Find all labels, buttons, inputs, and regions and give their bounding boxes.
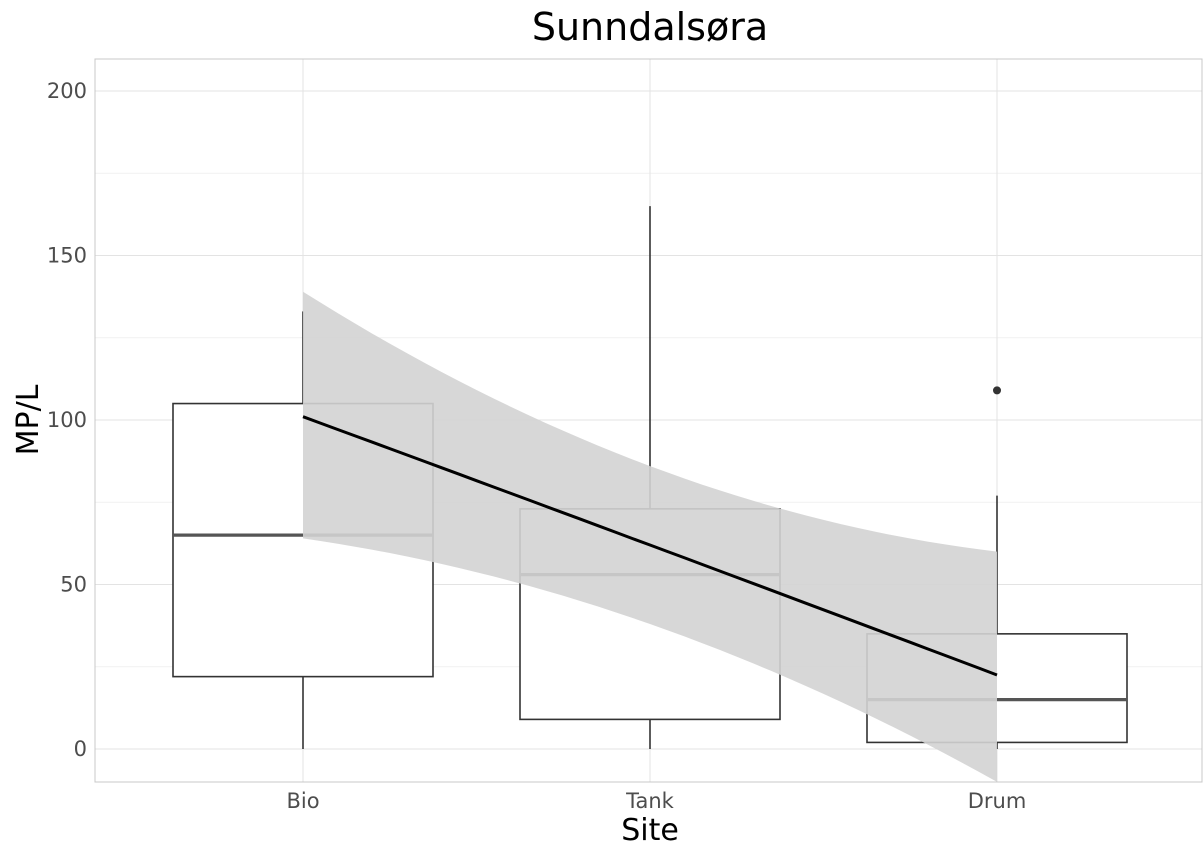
trend-line-group bbox=[302, 415, 998, 677]
y-tick-label: 50 bbox=[60, 573, 87, 597]
x-tick-label: Tank bbox=[625, 789, 675, 813]
x-axis-title: Site bbox=[621, 813, 679, 841]
x-tick-label: Drum bbox=[968, 789, 1027, 813]
y-tick-label: 0 bbox=[74, 737, 87, 761]
y-axis-title: MP/L bbox=[11, 384, 46, 455]
trend-line bbox=[302, 415, 998, 677]
y-tick-label: 150 bbox=[47, 244, 87, 268]
y-tick-label: 100 bbox=[47, 408, 87, 432]
confidence-band bbox=[303, 291, 997, 782]
panel-border bbox=[94, 58, 1203, 783]
chart-title: Sunndalsøra bbox=[532, 5, 768, 49]
x-tick-label: Bio bbox=[286, 789, 319, 813]
y-tick-label: 200 bbox=[47, 79, 87, 103]
y-tick-labels: 0 50 100 150 200 bbox=[47, 79, 87, 761]
x-tick-labels: Bio Tank Drum bbox=[286, 789, 1026, 813]
confidence-ribbon bbox=[303, 291, 997, 782]
outlier-point bbox=[993, 386, 1001, 395]
